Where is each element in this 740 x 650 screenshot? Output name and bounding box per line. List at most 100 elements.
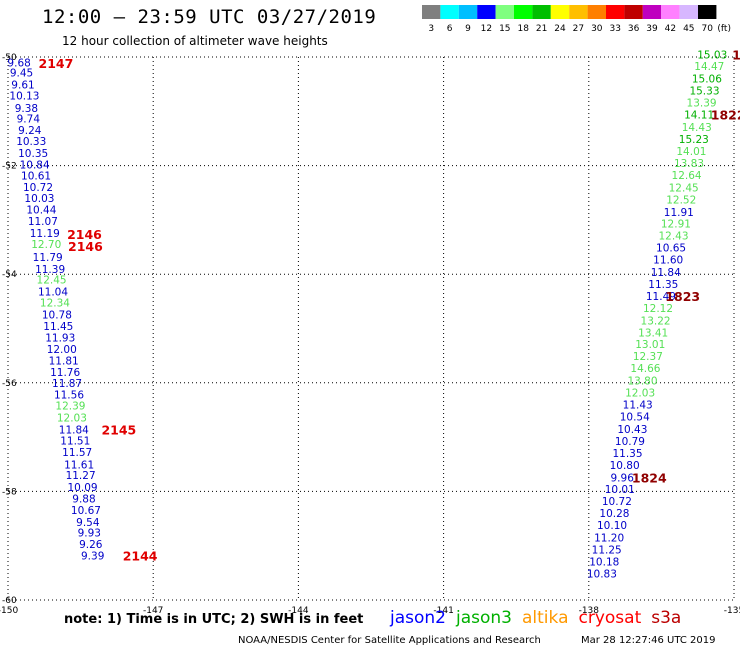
wave-height-label: 13.01 — [635, 339, 665, 351]
wave-height-label: 11.45 — [43, 321, 73, 333]
wave-height-label: 11.76 — [50, 367, 80, 379]
wave-height-label: 11.25 — [592, 545, 622, 557]
wave-height-label: 13.80 — [627, 376, 657, 388]
time-label: 2147 — [39, 56, 74, 71]
wave-height-label: 11.49 — [646, 291, 676, 303]
scale-swatch — [569, 5, 588, 19]
scale-swatch — [495, 5, 514, 19]
scale-swatch — [440, 5, 459, 19]
wave-height-label: 9.68 — [7, 57, 30, 69]
y-tick-label: -60 — [2, 596, 17, 606]
wave-height-label: 11.04 — [38, 287, 68, 299]
wave-height-label: 9.88 — [72, 493, 95, 505]
scale-tick-label: 45 — [683, 24, 694, 34]
x-tick-label: -135 — [724, 606, 740, 616]
wave-height-label: 9.38 — [15, 103, 38, 115]
wave-height-label: 10.54 — [620, 411, 650, 423]
wave-height-label: 11.56 — [54, 390, 84, 402]
wave-height-label: 12.00 — [47, 344, 77, 356]
wave-height-label: 11.27 — [66, 470, 96, 482]
wave-height-label: 12.70 — [31, 239, 61, 251]
wave-height-label: 11.19 — [30, 228, 60, 240]
wave-height-label: 12.03 — [57, 413, 87, 425]
scale-swatch — [624, 5, 643, 19]
time-label: 2145 — [101, 422, 136, 437]
scale-tick-label: 12 — [481, 24, 492, 34]
chart-subtitle: 12 hour collection of altimeter wave hei… — [62, 34, 328, 48]
legend-s3a: s3a — [651, 608, 682, 628]
wave-height-label: 14.11 — [684, 110, 714, 122]
x-tick-label: -138 — [579, 606, 600, 616]
scale-tick-label: 33 — [609, 24, 620, 34]
wave-height-label: 10.44 — [26, 205, 56, 217]
y-tick-label: -54 — [2, 270, 17, 280]
time-label: 2146 — [68, 239, 103, 254]
wave-height-label: 12.52 — [666, 194, 696, 206]
wave-height-label: 10.43 — [617, 424, 647, 436]
wave-height-label: 11.20 — [594, 533, 624, 545]
wave-height-label: 14.01 — [676, 146, 706, 158]
wave-height-label: 11.35 — [648, 279, 678, 291]
scale-tick-label: 24 — [554, 24, 566, 34]
x-tick-label: -150 — [0, 606, 18, 616]
wave-height-label: 10.72 — [23, 182, 53, 194]
legend-altika: altika — [522, 608, 569, 628]
scale-swatch — [422, 5, 441, 19]
wave-height-label: 11.57 — [62, 447, 92, 459]
wave-height-label: 14.43 — [682, 122, 712, 134]
wave-height-label: 14.66 — [630, 363, 660, 375]
wave-height-label: 11.43 — [623, 400, 653, 412]
wave-height-label: 11.79 — [33, 252, 63, 264]
wave-height-label: 9.45 — [10, 68, 33, 80]
y-tick-label: -58 — [2, 487, 17, 497]
scale-tick-label: 36 — [628, 24, 640, 34]
wave-height-label: 9.61 — [11, 80, 34, 92]
scale-tick-label: 70 — [701, 24, 713, 34]
y-tick-label: -50 — [2, 53, 17, 63]
wave-height-label: 10.78 — [42, 309, 72, 321]
time-label: 1823 — [665, 289, 700, 304]
wave-height-label: 15.06 — [692, 74, 722, 86]
time-label: 2146 — [67, 227, 102, 242]
scale-tick-label: 39 — [646, 24, 658, 34]
wave-height-label: 15.33 — [689, 86, 719, 98]
wave-height-label: 12.45 — [669, 182, 699, 194]
scale-tick-label: 18 — [517, 24, 529, 34]
scale-tick-label: 3 — [428, 24, 434, 34]
wave-height-label: 15.23 — [679, 134, 709, 146]
scale-tick-label: 30 — [591, 24, 603, 34]
wave-height-label: 10.80 — [610, 460, 640, 472]
time-label: 1824 — [632, 470, 667, 485]
scale-tick-label: 27 — [573, 24, 584, 34]
scale-swatch — [587, 5, 606, 19]
wave-height-label: 13.83 — [674, 158, 704, 170]
scale-swatch — [477, 5, 496, 19]
scale-tick-label: 15 — [499, 24, 510, 34]
wave-height-label: 12.45 — [37, 275, 67, 287]
scale-swatch — [642, 5, 662, 19]
wave-height-label: 10.65 — [656, 243, 686, 255]
wave-height-label: 12.39 — [55, 401, 85, 413]
wave-height-label: 11.84 — [59, 424, 89, 436]
wave-height-label: 11.07 — [28, 216, 58, 228]
x-tick-label: -141 — [433, 606, 453, 616]
scale-tick-label: 6 — [447, 24, 453, 34]
wave-height-label: 9.39 — [81, 550, 104, 562]
scale-swatch — [458, 5, 478, 19]
wave-height-label: 10.79 — [615, 436, 645, 448]
wave-height-label: 10.83 — [587, 568, 617, 580]
footer-note: note: 1) Time is in UTC; 2) SWH is in fe… — [64, 612, 364, 627]
wave-height-label: 12.43 — [658, 231, 688, 243]
wave-height-label: 13.41 — [638, 327, 668, 339]
wave-height-label: 11.91 — [664, 207, 694, 219]
wave-height-label: 11.61 — [64, 459, 94, 471]
wave-height-label: 10.28 — [599, 508, 629, 520]
wave-height-label: 13.22 — [641, 315, 671, 327]
scale-swatch — [661, 5, 680, 19]
wave-height-label: 12.91 — [661, 219, 691, 231]
wave-height-label: 10.61 — [21, 170, 51, 182]
scale-swatch — [514, 5, 533, 19]
wave-height-label: 9.93 — [78, 528, 101, 540]
legend-jason3: jason3 — [456, 608, 512, 628]
